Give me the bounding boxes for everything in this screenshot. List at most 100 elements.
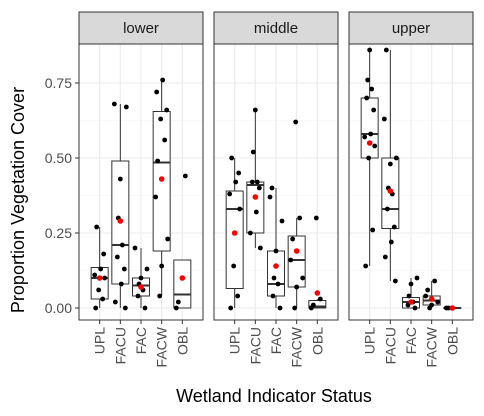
- mean-point: [273, 263, 279, 269]
- data-point: [237, 206, 243, 212]
- x-tick-label: UPL: [227, 327, 243, 354]
- mean-point: [96, 275, 103, 281]
- y-tick-label: 0.00: [45, 300, 72, 316]
- data-point: [119, 242, 125, 248]
- data-point: [233, 179, 239, 185]
- box-group-facw: [422, 278, 441, 311]
- data-point: [388, 239, 394, 245]
- box-group-upl: [90, 224, 109, 311]
- data-point: [406, 293, 412, 299]
- facet-strip: [78, 11, 204, 45]
- box-iqr: [173, 259, 192, 309]
- data-point: [96, 287, 102, 293]
- data-point: [269, 185, 275, 191]
- data-point: [364, 95, 370, 101]
- y-tick-label: 0.50: [45, 150, 72, 166]
- x-tick-label: FACW: [289, 326, 305, 367]
- mean-point: [252, 194, 259, 200]
- box-iqr: [308, 300, 327, 309]
- data-point: [391, 224, 397, 230]
- data-point: [435, 299, 441, 305]
- data-point: [121, 266, 127, 272]
- data-point: [247, 230, 253, 236]
- data-point: [164, 107, 170, 113]
- x-tick-label: OBL: [174, 327, 190, 355]
- data-point: [297, 215, 303, 221]
- mean-point: [158, 176, 165, 182]
- box-group-fac: [132, 245, 150, 311]
- data-point: [423, 293, 429, 299]
- data-point: [273, 248, 279, 254]
- box-group-obl: [308, 215, 327, 311]
- data-point: [252, 107, 258, 113]
- data-point: [275, 281, 281, 287]
- x-tick-label: FACU: [247, 327, 263, 364]
- data-point: [292, 305, 298, 311]
- data-point: [392, 278, 398, 284]
- data-point: [279, 218, 285, 224]
- box-group-fac: [402, 275, 420, 311]
- data-point: [122, 305, 128, 311]
- data-point: [111, 101, 117, 107]
- data-point: [101, 251, 107, 257]
- box-iqr: [267, 250, 285, 297]
- mean-point: [293, 248, 300, 254]
- data-point: [300, 275, 306, 281]
- data-point: [154, 89, 160, 95]
- data-point: [383, 47, 389, 53]
- data-point: [231, 263, 237, 269]
- data-point: [271, 275, 277, 281]
- x-tick-label: FAC: [133, 327, 149, 354]
- data-point: [162, 137, 168, 143]
- x-tick-label: OBL: [309, 327, 325, 355]
- data-point: [94, 224, 100, 230]
- data-point: [132, 245, 138, 251]
- data-point: [429, 302, 435, 308]
- data-point: [112, 299, 118, 305]
- data-point: [253, 209, 259, 215]
- x-tick-label: OBL: [444, 327, 460, 355]
- data-point: [153, 194, 159, 200]
- box-group-upl: [360, 47, 379, 269]
- data-point: [257, 245, 263, 251]
- mean-point: [387, 188, 394, 194]
- mean-point: [179, 275, 186, 281]
- data-point: [367, 47, 373, 53]
- x-tick-label: FAC: [268, 327, 284, 354]
- data-point: [254, 179, 260, 185]
- panel-middle: middle UPL FACU FAC FACW OBL: [213, 11, 339, 367]
- data-point: [182, 173, 188, 179]
- data-point: [425, 287, 431, 293]
- data-point: [393, 155, 399, 161]
- data-point: [235, 293, 241, 299]
- data-point: [313, 215, 319, 221]
- data-point: [117, 176, 123, 182]
- data-point: [92, 272, 98, 278]
- x-tick-label: UPL: [92, 327, 108, 354]
- data-point: [160, 77, 166, 83]
- data-point: [227, 191, 233, 197]
- data-point: [155, 158, 161, 164]
- data-point: [387, 161, 393, 167]
- data-point: [414, 275, 420, 281]
- data-point: [173, 305, 179, 311]
- mean-point: [428, 296, 435, 302]
- box-group-fac: [267, 185, 285, 311]
- data-point: [98, 266, 104, 272]
- data-point: [365, 77, 371, 83]
- box-group-obl: [173, 173, 192, 311]
- box-iqr: [360, 97, 379, 159]
- data-point: [135, 293, 141, 299]
- x-tick-label: FACW: [154, 326, 170, 367]
- data-point: [157, 293, 163, 299]
- data-point: [290, 236, 296, 242]
- data-point: [267, 194, 273, 200]
- facet-strip-label: middle: [254, 20, 298, 37]
- panel-upper: upper UPL FACU FAC FACW OBL: [348, 11, 474, 367]
- box-group-facu: [111, 101, 130, 311]
- data-point: [277, 305, 283, 311]
- box-group-facw: [287, 119, 306, 311]
- data-point: [175, 299, 181, 305]
- y-axis-title: Proportion Vegetation Cover: [8, 87, 28, 313]
